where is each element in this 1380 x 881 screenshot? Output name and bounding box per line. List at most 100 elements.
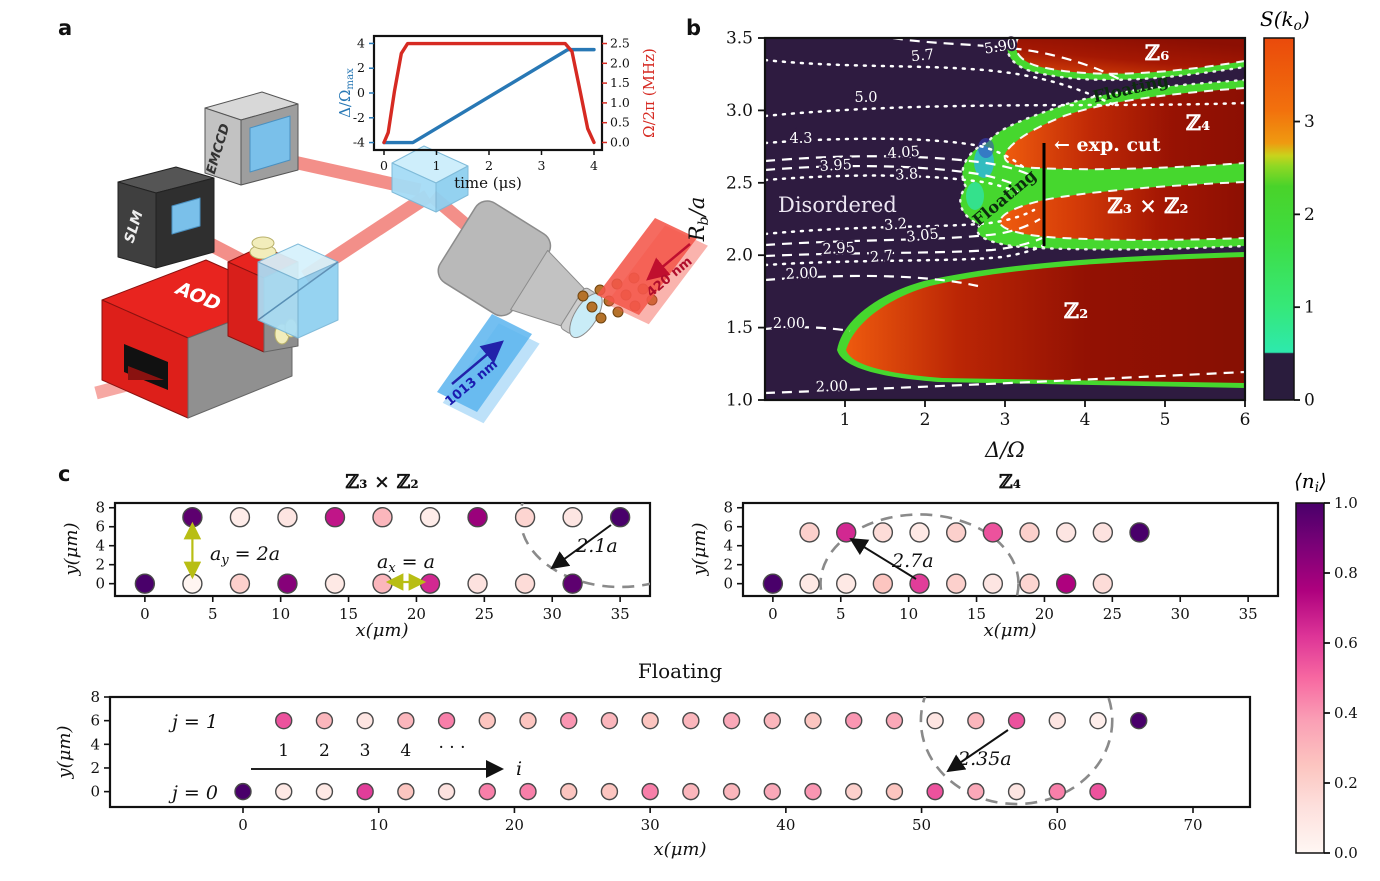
b-xlabel: Δ/Ω bbox=[984, 438, 1025, 462]
ay-label: ay = 2a bbox=[210, 543, 280, 568]
row-j0-label: j = 0 bbox=[168, 782, 218, 804]
svg-text:5.0: 5.0 bbox=[854, 90, 877, 106]
emccd-camera: EMCCD bbox=[204, 91, 299, 186]
svg-text:1: 1 bbox=[840, 410, 851, 430]
svg-text:0.6: 0.6 bbox=[1334, 634, 1358, 652]
svg-text:2: 2 bbox=[723, 556, 733, 574]
blockade-arrow-c1 bbox=[550, 524, 612, 570]
c2-xlabel: x(μm) bbox=[984, 620, 1037, 641]
beam-sheet-420nm: 420 nm bbox=[597, 218, 708, 325]
svg-text:0: 0 bbox=[768, 605, 778, 623]
svg-text:0.0: 0.0 bbox=[610, 134, 630, 149]
svg-text:2: 2 bbox=[90, 759, 100, 777]
inset-xlabel: time (μs) bbox=[454, 174, 522, 192]
svg-text:2: 2 bbox=[357, 60, 365, 75]
aod-device: AOD bbox=[101, 236, 299, 419]
svg-text:1.0: 1.0 bbox=[726, 391, 753, 411]
svg-text:3: 3 bbox=[538, 158, 546, 173]
svg-text:15: 15 bbox=[339, 605, 358, 623]
svg-text:25: 25 bbox=[475, 605, 494, 623]
ni-colorbar-ticks: 1.0 0.8 0.6 0.4 0.2 0.0 bbox=[1324, 494, 1358, 862]
svg-text:1: 1 bbox=[1304, 298, 1315, 318]
blockade-label-c1: 2.1a bbox=[575, 535, 618, 557]
svg-text:3.0: 3.0 bbox=[726, 101, 753, 121]
index-3: 3 bbox=[360, 741, 371, 761]
svg-text:0: 0 bbox=[380, 158, 388, 173]
svg-text:4: 4 bbox=[723, 537, 733, 555]
region-z3z2: ℤ₃ × ℤ₂ bbox=[1107, 193, 1188, 218]
c3-xlabel: x(μm) bbox=[654, 839, 707, 860]
svg-text:0.0: 0.0 bbox=[1334, 844, 1358, 862]
ni-colorbar: ⟨ni⟩ 1.0 0.8 0.6 0.4 0.2 0.0 bbox=[1294, 469, 1358, 862]
lattice-floating: Floating 0 10 20 30 40 50 60 70 0 2 4 6 8 j = 1 j = … bbox=[54, 659, 1252, 860]
panel-c-letter: c bbox=[58, 462, 71, 486]
svg-text:5: 5 bbox=[836, 605, 846, 623]
phase-diagram: 5.90 5.7 5.0 4.3 4.05 3.95 3.8 3.2 3.05 … bbox=[685, 7, 1315, 462]
index-1: 1 bbox=[278, 741, 289, 761]
svg-text:6: 6 bbox=[723, 518, 733, 536]
emccd-window bbox=[249, 115, 291, 173]
svg-text:20: 20 bbox=[407, 605, 426, 623]
svg-text:2.00: 2.00 bbox=[773, 316, 805, 332]
panel-b-letter: b bbox=[686, 16, 702, 40]
setup-diagram: EMCCD SLM AOD bbox=[94, 91, 708, 424]
ni-colorbar-label: ⟨ni⟩ bbox=[1294, 469, 1327, 496]
svg-text:4: 4 bbox=[95, 537, 105, 555]
svg-text:2: 2 bbox=[95, 556, 105, 574]
blockade-arrow-c3 bbox=[946, 729, 1009, 773]
svg-text:40: 40 bbox=[776, 816, 795, 834]
svg-text:4: 4 bbox=[1080, 410, 1091, 430]
index-4: 4 bbox=[400, 741, 411, 761]
c3-title: Floating bbox=[638, 659, 723, 683]
svg-text:8: 8 bbox=[90, 688, 100, 706]
svg-text:5.7: 5.7 bbox=[910, 47, 935, 65]
inset-ylabel-left: Δ/Ωmax bbox=[336, 68, 356, 118]
panel-a-letter: a bbox=[58, 16, 73, 40]
svg-text:4: 4 bbox=[590, 158, 598, 173]
svg-text:10: 10 bbox=[271, 605, 290, 623]
c1-annotations: ay = 2a ax = a 2.1a bbox=[183, 521, 618, 591]
svg-text:20: 20 bbox=[1035, 605, 1054, 623]
svg-text:3: 3 bbox=[1304, 112, 1315, 132]
svg-text:1.0: 1.0 bbox=[610, 95, 630, 110]
svg-text:30: 30 bbox=[1171, 605, 1190, 623]
c3-ylabel: y(μm) bbox=[54, 726, 75, 780]
arrow-1013nm bbox=[451, 340, 504, 385]
region-z6: ℤ₆ bbox=[1145, 40, 1170, 65]
svg-text:35: 35 bbox=[1239, 605, 1258, 623]
svg-text:30: 30 bbox=[543, 605, 562, 623]
c2-annotations: 2.7a bbox=[849, 537, 934, 580]
beam-sheet-1013nm: 1013 nm bbox=[437, 314, 540, 424]
z4-lobe bbox=[1004, 88, 1245, 170]
region-z4: ℤ₄ bbox=[1186, 110, 1211, 135]
svg-text:-2: -2 bbox=[353, 110, 365, 125]
svg-text:0: 0 bbox=[1304, 391, 1315, 411]
svg-text:6: 6 bbox=[90, 712, 100, 730]
z6-lobe bbox=[1015, 38, 1245, 74]
svg-text:2.00: 2.00 bbox=[815, 378, 848, 395]
c2-title: ℤ₄ bbox=[999, 471, 1021, 493]
svg-text:5: 5 bbox=[208, 605, 218, 623]
c2-ylabel: y(μm) bbox=[689, 523, 710, 577]
phase-heatmap bbox=[765, 38, 1245, 400]
svg-text:10: 10 bbox=[369, 816, 388, 834]
svg-text:50: 50 bbox=[912, 816, 931, 834]
svg-text:8: 8 bbox=[723, 499, 733, 517]
c1-xlabel: x(μm) bbox=[356, 620, 409, 641]
svg-text:0.2: 0.2 bbox=[1334, 774, 1358, 792]
svg-text:6: 6 bbox=[1240, 410, 1251, 430]
svg-text:3.8: 3.8 bbox=[895, 166, 919, 184]
svg-text:3.2: 3.2 bbox=[883, 216, 907, 234]
svg-text:0.5: 0.5 bbox=[610, 115, 630, 130]
blockade-arrow-c2 bbox=[849, 537, 917, 580]
svg-text:0: 0 bbox=[357, 85, 365, 100]
svg-text:2: 2 bbox=[1304, 205, 1315, 225]
svg-text:4.3: 4.3 bbox=[789, 131, 812, 147]
svg-text:0.4: 0.4 bbox=[1334, 704, 1358, 722]
svg-text:2.5: 2.5 bbox=[610, 36, 630, 51]
c1-ylabel: y(μm) bbox=[61, 523, 82, 577]
row-j1-label: j = 1 bbox=[168, 711, 218, 733]
svg-text:70: 70 bbox=[1183, 816, 1202, 834]
